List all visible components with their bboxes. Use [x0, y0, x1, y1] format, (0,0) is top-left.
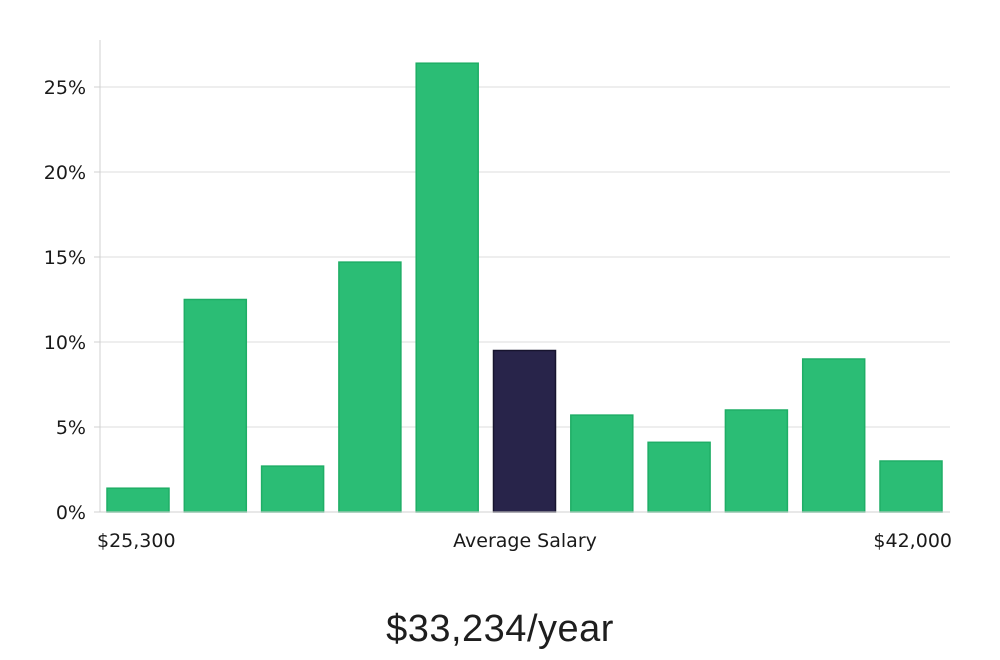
y-tick-label: 5%: [56, 417, 86, 439]
y-tick-label: 20%: [44, 162, 86, 184]
bar-average-salary: [492, 349, 557, 513]
bar: [570, 414, 634, 513]
x-label-min: $25,300: [97, 530, 176, 552]
bar: [801, 358, 866, 513]
y-tick-label: 15%: [44, 247, 86, 269]
x-label-max: $42,000: [873, 530, 952, 552]
bar: [183, 298, 248, 513]
bar: [338, 261, 402, 513]
bars: [106, 62, 943, 513]
y-tick-label: 0%: [56, 502, 86, 524]
bar: [260, 465, 325, 513]
bar: [106, 487, 170, 513]
y-tick-label: 25%: [44, 77, 86, 99]
salary-distribution-chart: 0%5%10%15%20%25% $25,300 Average Salary …: [44, 40, 952, 552]
y-axis-ticks: 0% 5% 10% 15% 20% 25%: [44, 77, 100, 524]
y-tick-label: 10%: [44, 332, 86, 354]
bar: [647, 441, 711, 513]
average-salary-value: $33,234/year: [386, 608, 614, 650]
x-label-average: Average Salary: [453, 530, 597, 552]
bar: [415, 62, 479, 513]
bar: [724, 409, 789, 513]
bar: [879, 460, 943, 513]
